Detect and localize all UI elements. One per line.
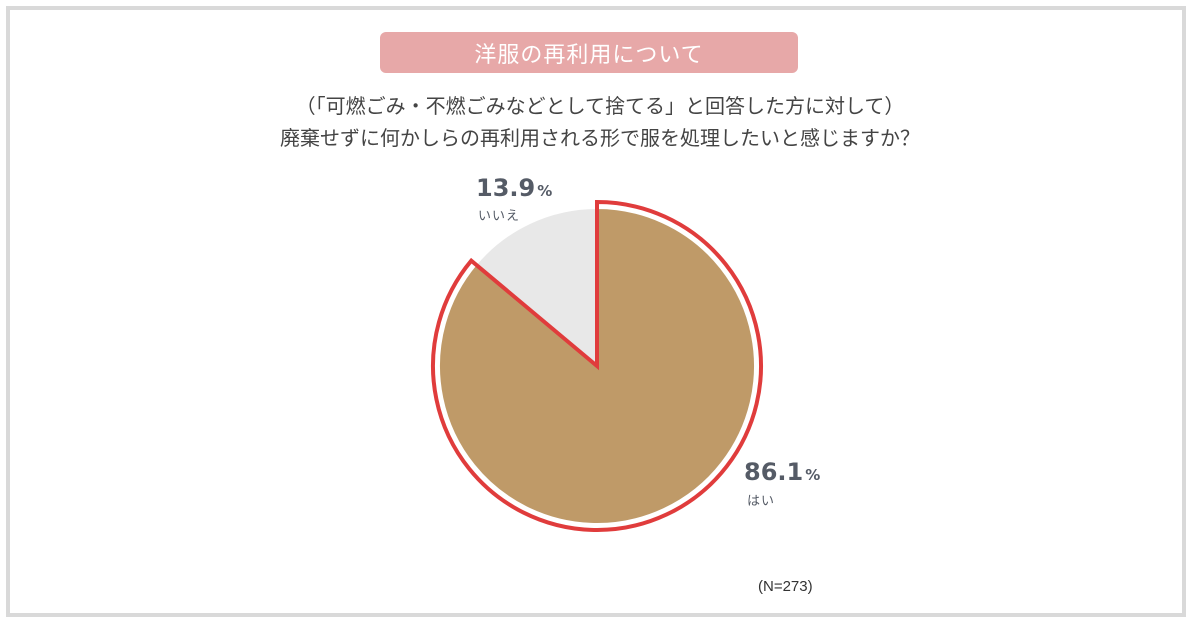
yes-percent-label: 86.1% [744,458,820,486]
no-percent-label: 13.9% [476,174,552,202]
no-percent-unit: % [537,182,553,200]
question-line-1: （「可燃ごみ・不燃ごみなどとして捨てる」と回答した方に対して） [295,94,905,118]
no-percent-value: 13.9 [476,174,536,202]
question-line-2: 廃棄せずに何かしらの再利用される形で服を処理したいと感じますか？ [280,126,920,150]
chart-title-banner: 洋服の再利用について [380,32,798,73]
survey-question: （「可燃ごみ・不燃ごみなどとして捨てる」と回答した方に対して） 廃棄せずに何かし… [200,90,1000,154]
pie-slice-highlight-outline [431,199,763,532]
chart-title: 洋服の再利用について [474,42,704,68]
sample-size: (N=273) [758,578,813,595]
no-category-label: いいえ [478,209,521,224]
yes-percent-unit: % [805,466,821,484]
yes-percent-value: 86.1 [744,458,804,486]
pie-slice-no [474,206,598,369]
yes-category-label: はい [747,494,776,509]
